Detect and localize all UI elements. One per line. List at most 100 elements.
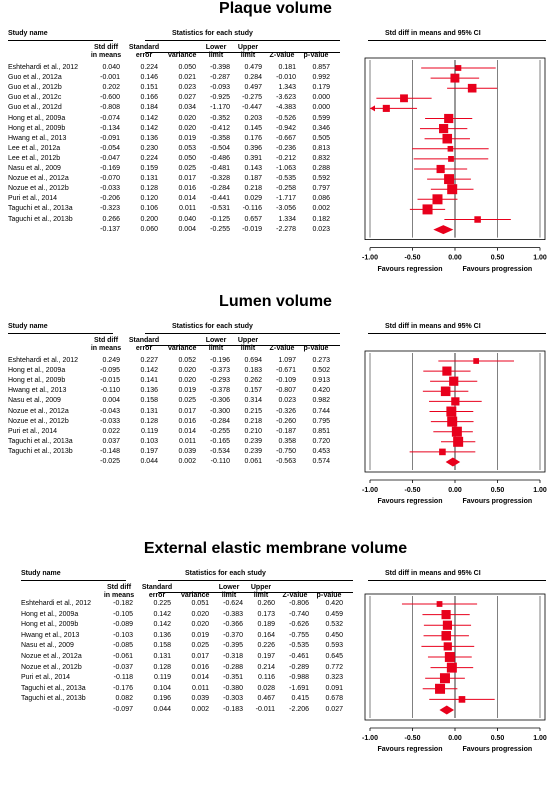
table-cell: 0.851 bbox=[312, 427, 330, 435]
column-header: Lower limit bbox=[218, 584, 240, 599]
study-name: Hwang et al., 2013 bbox=[8, 387, 67, 395]
table-cell: -0.206 bbox=[100, 195, 120, 203]
effect-marker bbox=[446, 662, 457, 673]
table-cell: -0.196 bbox=[210, 357, 230, 364]
table-cell: 0.052 bbox=[178, 357, 196, 364]
column-header: Standard error bbox=[141, 584, 173, 599]
table-cell: -0.807 bbox=[276, 387, 296, 395]
study-name: Guo et al., 2012b bbox=[8, 84, 62, 92]
table-cell: -0.255 bbox=[210, 427, 230, 435]
study-name: Taguchi et al., 2013b bbox=[8, 215, 73, 223]
table-cell: 0.019 bbox=[178, 134, 196, 142]
table-cell: 0.016 bbox=[191, 663, 209, 671]
table-cell: -0.074 bbox=[100, 114, 120, 122]
table-cell: -0.534 bbox=[210, 447, 230, 455]
table-cell: 0.142 bbox=[140, 367, 158, 375]
column-header: p-Value bbox=[303, 52, 329, 59]
study-name: Eshtehardi et al., 2012 bbox=[8, 64, 79, 71]
table-cell: 0.019 bbox=[178, 387, 196, 395]
forest-plot-area: -1.00 -0.50 0.00 0.50 1.00 bbox=[362, 593, 547, 742]
table-cell: 0.166 bbox=[140, 94, 158, 102]
table-cell: 0.020 bbox=[178, 367, 196, 375]
study-name: Taguchi et al., 2013b bbox=[8, 447, 73, 455]
x-tick-label: 0.50 bbox=[491, 255, 505, 262]
x-tick-label: 1.00 bbox=[533, 487, 547, 494]
table-cell: 0.218 bbox=[244, 185, 262, 193]
table-cell: 0.016 bbox=[178, 185, 196, 193]
x-tick-label: -0.50 bbox=[405, 735, 421, 742]
table-cell: -0.070 bbox=[100, 175, 120, 183]
table-cell: 0.744 bbox=[312, 407, 330, 415]
table-cell: 0.189 bbox=[257, 621, 275, 629]
forest-section-1: Plaque volume Study name Statistics for ea… bbox=[0, 0, 551, 273]
table-cell: 0.179 bbox=[312, 84, 330, 92]
effect-marker bbox=[441, 631, 452, 641]
x-tick-label: -0.50 bbox=[405, 487, 421, 494]
study-name: Guo et al., 2012d bbox=[8, 104, 62, 112]
effect-marker bbox=[444, 174, 455, 185]
table-cell: 0.450 bbox=[325, 631, 343, 639]
table-cell: -0.671 bbox=[276, 367, 296, 375]
summary-diamond bbox=[433, 225, 454, 235]
table-cell: 0.273 bbox=[312, 357, 330, 364]
column-header: Variance bbox=[167, 52, 197, 59]
table-cell: 0.053 bbox=[178, 144, 196, 152]
table-cell: -0.300 bbox=[210, 407, 230, 415]
summary-value: -2.278 bbox=[276, 225, 296, 233]
table-cell: -0.258 bbox=[276, 185, 296, 193]
table-cell: -0.089 bbox=[113, 621, 133, 629]
table-cell: 0.014 bbox=[178, 427, 196, 435]
study-name: Hong et al., 2009a bbox=[21, 610, 79, 618]
summary-value: 0.002 bbox=[191, 706, 209, 713]
table-cell: 0.082 bbox=[115, 695, 133, 703]
table-cell: 0.181 bbox=[278, 64, 296, 71]
table-cell: -0.212 bbox=[276, 154, 296, 162]
table-cell: 0.020 bbox=[191, 610, 209, 618]
table-cell: 0.224 bbox=[140, 154, 158, 162]
study-name: Nozue et al., 2012b bbox=[8, 185, 69, 193]
table-cell: 0.913 bbox=[312, 377, 330, 385]
effect-marker bbox=[441, 610, 451, 620]
table-cell: -0.366 bbox=[223, 621, 243, 629]
table-cell: 0.017 bbox=[191, 653, 209, 660]
header-underline bbox=[8, 40, 113, 41]
table-cell: -0.750 bbox=[276, 447, 296, 455]
table-cell: 0.694 bbox=[244, 357, 262, 364]
table-cell: 0.358 bbox=[278, 437, 296, 445]
table-cell: -0.165 bbox=[210, 437, 230, 445]
study-name: Hwang et al., 2013 bbox=[21, 631, 80, 639]
table-cell: 0.027 bbox=[178, 94, 196, 102]
study-name: Hong et al., 2009a bbox=[8, 114, 66, 122]
study-name: Puri et al., 2014 bbox=[8, 195, 58, 203]
table-cell: 0.200 bbox=[140, 215, 158, 223]
table-cell: -0.318 bbox=[223, 653, 243, 660]
table-cell: 0.141 bbox=[140, 377, 158, 385]
table-cell: 0.196 bbox=[153, 695, 171, 703]
forest-plot-area: -1.00 -0.50 0.00 0.50 1.00 bbox=[362, 57, 547, 262]
table-cell: 0.982 bbox=[312, 397, 330, 405]
table-cell: -0.481 bbox=[210, 165, 230, 172]
table-cell: 0.021 bbox=[178, 74, 196, 82]
summary-value: 0.574 bbox=[312, 458, 330, 465]
table-cell: -0.169 bbox=[100, 165, 120, 172]
effect-marker bbox=[439, 124, 449, 134]
table-cell: 0.050 bbox=[178, 154, 196, 162]
study-name-header: Study name bbox=[21, 570, 61, 577]
effect-marker bbox=[448, 155, 454, 162]
table-cell: 0.226 bbox=[257, 642, 275, 650]
table-cell: 0.025 bbox=[178, 165, 196, 172]
x-tick-label: -1.00 bbox=[362, 255, 378, 262]
table-cell: -0.015 bbox=[100, 377, 120, 385]
table-cell: 0.017 bbox=[178, 407, 196, 415]
table-cell: -0.284 bbox=[210, 185, 230, 193]
effect-marker bbox=[436, 601, 443, 607]
table-cell: -0.033 bbox=[100, 185, 120, 193]
table-cell: 0.091 bbox=[325, 684, 343, 692]
table-cell: 0.249 bbox=[102, 357, 120, 364]
plot-header: Std diff in means and 95% CI bbox=[385, 570, 481, 577]
table-cell: -0.740 bbox=[289, 610, 309, 618]
table-cell: -0.323 bbox=[100, 205, 120, 213]
header-underline bbox=[145, 333, 340, 334]
table-cell: -0.806 bbox=[289, 600, 309, 607]
table-cell: 0.239 bbox=[244, 447, 262, 455]
